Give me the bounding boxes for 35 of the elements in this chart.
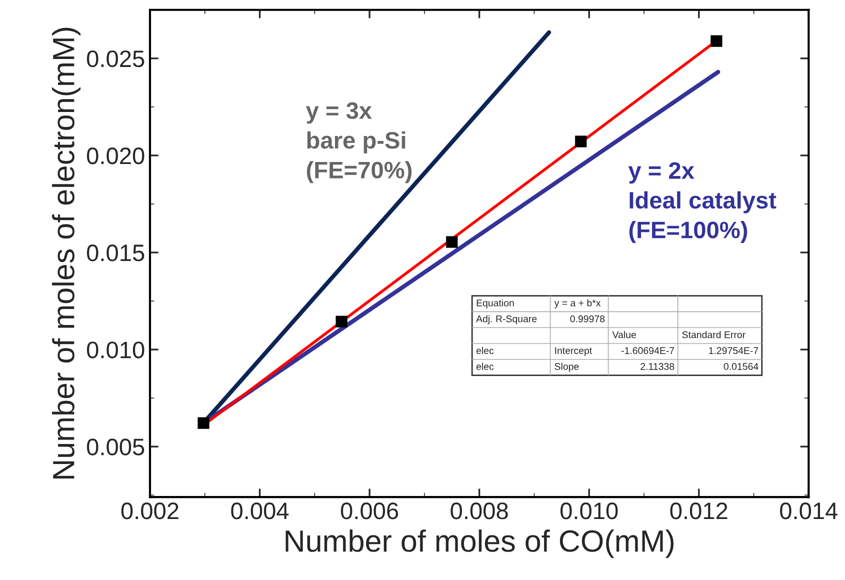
annotation: Adj. R-Square	[476, 315, 537, 324]
annotation: y = 3x bare p-Si (FE=70%)	[306, 102, 412, 184]
x-axis-title: Number of moles of CO(mM)	[286, 529, 674, 558]
y-tick-label: 0.020	[86, 148, 144, 164]
annotation: 1.29754E-7	[709, 347, 758, 354]
x-tick-label: 0.004	[231, 502, 289, 520]
x-tick-label: 0.006	[340, 502, 398, 520]
point	[336, 316, 348, 328]
annotation: Slope	[554, 362, 579, 372]
point	[575, 136, 587, 148]
y-tick-label: 0.025	[86, 50, 144, 68]
point	[446, 236, 458, 248]
y-tick-label: 0.015	[86, 244, 144, 262]
x-tick-label: 0.012	[670, 502, 728, 520]
annotation: elec	[476, 362, 494, 370]
annotation: elec	[476, 346, 494, 354]
annotation: 2.11338	[640, 363, 674, 370]
annotation: Equation	[476, 299, 514, 308]
annotation: Standard Error	[682, 331, 746, 338]
annotation: 0.01564	[724, 363, 758, 370]
annotation: y = a + b*x	[554, 299, 601, 308]
x-tick-label: 0.002	[121, 502, 178, 520]
x-tick-label: 0.014	[780, 502, 838, 520]
y-tick-label: 0.005	[86, 438, 144, 456]
y-axis-title: Number of moles of electron(mM)	[52, 28, 80, 478]
annotation: Intercept	[555, 347, 592, 356]
x-tick-label: 0.010	[560, 502, 618, 520]
point	[710, 35, 722, 47]
annotation: -1.60694E-7	[621, 347, 674, 354]
point	[198, 417, 210, 429]
annotation: y = 2x Ideal catalyst (FE=100%)	[628, 162, 776, 244]
y-tick-label: 0.010	[86, 342, 144, 358]
x-tick-label: 0.008	[450, 502, 508, 520]
annotation: Value	[612, 331, 636, 338]
annotation: 0.99978	[570, 315, 605, 322]
